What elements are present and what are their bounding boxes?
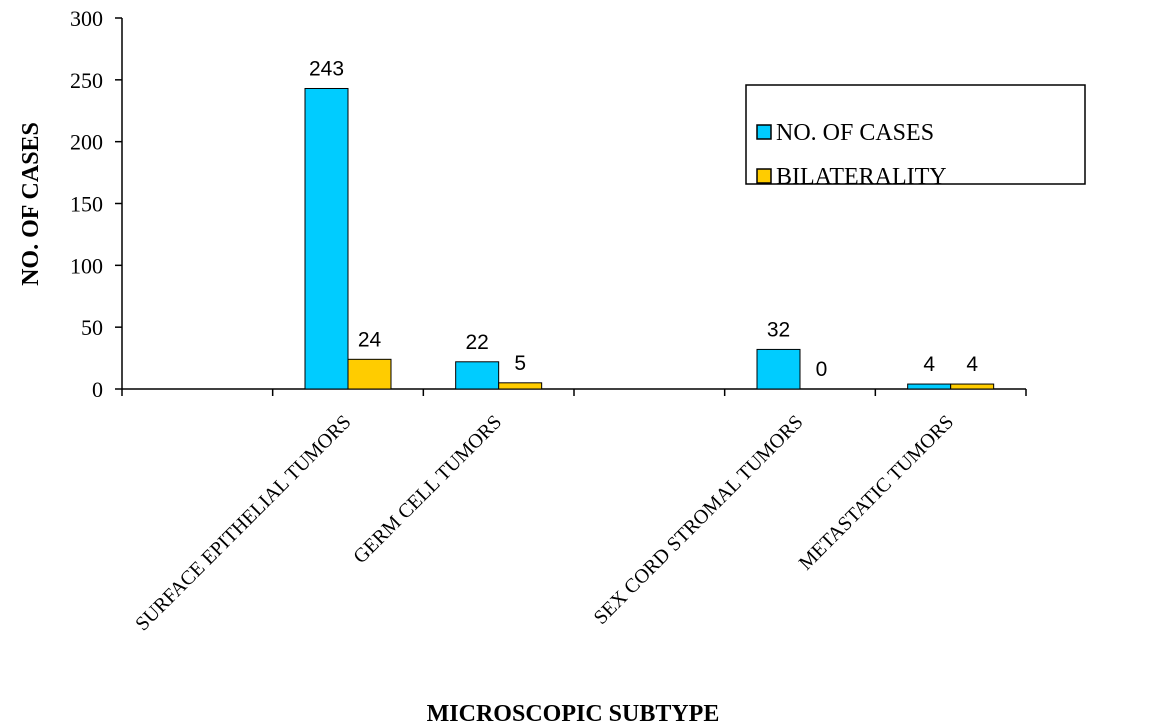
data-label: 0 (816, 358, 828, 381)
data-label: 22 (465, 331, 488, 354)
y-tick-label: 0 (92, 377, 103, 402)
bar (756, 348, 801, 390)
x-tick-label: GERM CELL TUMORS (349, 411, 506, 568)
legend-swatch-bilaterality (756, 168, 772, 184)
data-label: 243 (309, 57, 344, 80)
data-label: 32 (767, 318, 790, 341)
y-tick-label: 100 (70, 253, 103, 278)
bar (950, 383, 995, 390)
bar (455, 361, 500, 390)
legend: NO. OF CASES BILATERALITY (745, 84, 1086, 190)
y-tick-label: 200 (70, 130, 103, 155)
legend-label-cases: NO. OF CASES (776, 120, 934, 146)
y-axis-title: NO. OF CASES (18, 122, 44, 286)
legend-box (745, 84, 1086, 185)
data-label: 4 (923, 353, 935, 376)
data-label: 5 (514, 352, 526, 375)
x-tick-label: SURFACE EPITHELIAL TUMORS (131, 411, 355, 635)
y-tick-label: 150 (70, 192, 103, 217)
legend-label-bilaterality: BILATERALITY (776, 164, 947, 190)
data-labels: 243 24 22 5 32 0 4 4 (309, 57, 978, 381)
axes (115, 17, 1027, 396)
x-tick-label: METASTATIC TUMORS (795, 411, 959, 575)
legend-swatch-cases (756, 124, 772, 140)
y-tick-label: 300 (70, 6, 103, 31)
x-axis-title: MICROSCOPIC SUBTYPE (427, 701, 720, 727)
data-label: 24 (358, 328, 382, 351)
bar (304, 87, 349, 390)
bar (347, 358, 392, 390)
bar (907, 383, 952, 390)
x-tick-label: SEX CORD STROMAL TUMORS (590, 411, 808, 629)
y-tick-label: 250 (70, 68, 103, 93)
bars (304, 87, 995, 390)
y-tick-label: 50 (81, 315, 103, 340)
data-label: 4 (966, 353, 978, 376)
bar (498, 382, 543, 390)
